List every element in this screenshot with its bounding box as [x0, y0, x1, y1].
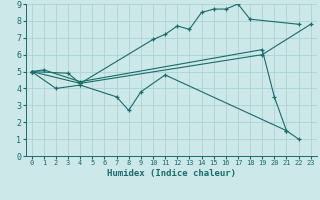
X-axis label: Humidex (Indice chaleur): Humidex (Indice chaleur)	[107, 169, 236, 178]
